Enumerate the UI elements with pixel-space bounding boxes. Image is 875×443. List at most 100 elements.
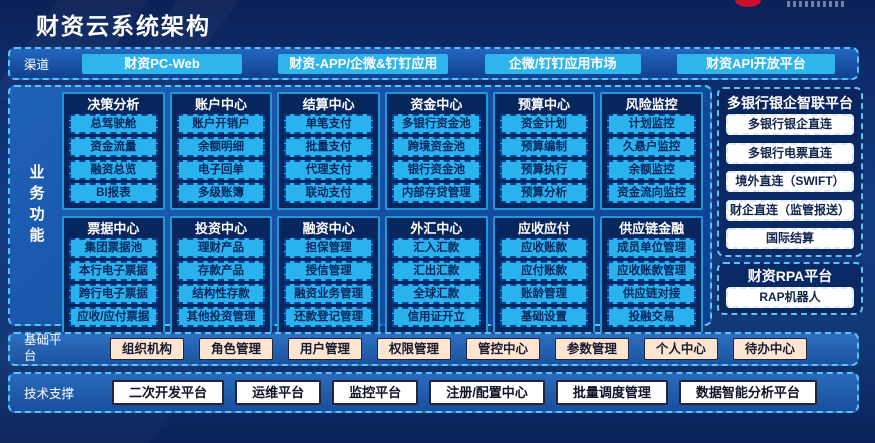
module-card: 外汇中心 汇入汇款汇出汇款全球汇款信用证开立 [384,216,488,334]
module-item-button[interactable]: 集团票据池 [69,238,158,258]
module-item-button[interactable]: 跨境资金池 [391,137,481,157]
base-platform-button[interactable]: 参数管理 [554,338,629,360]
business-functions-area: 业务功能 决策分析 总驾驶舱 资金流量 融资总览 BI报表 账户中心 账户开销户 余额明… [8,85,712,334]
channel-row-label: 渠道 [24,58,50,72]
module-item-button[interactable]: 账龄管理 [499,284,589,304]
module-item-button[interactable]: 余额明细 [176,137,266,157]
module-item-button[interactable]: 资金计划 [499,114,589,134]
module-item-button[interactable]: 总驾驶舱 [69,114,158,134]
module-item-button[interactable]: 预算编制 [499,137,589,157]
module-title: 外汇中心 [410,221,463,236]
module-item-button[interactable]: 资金流量 [69,137,158,157]
base-platform-button[interactable]: 用户管理 [287,338,362,360]
module-item-button[interactable]: 本行电子票据 [69,261,158,281]
channel-button[interactable]: 财资PC-Web [82,53,242,74]
module-item-button[interactable]: 结构性存款 [176,284,266,304]
base-platform-button[interactable]: 管控中心 [465,338,540,360]
rpa-button[interactable]: RAP机器人 [726,287,854,308]
module-item-button[interactable]: 电子回单 [176,160,266,180]
module-card: 资金中心 多银行资金池 跨境资金池 银行资金池 内部存贷管理 [384,92,488,210]
module-item-button[interactable]: 汇出汇款 [391,261,481,281]
channel-button[interactable]: 财资-APP/企微&钉钉应用 [278,53,449,74]
module-title: 风险监控 [625,97,678,112]
module-item-button[interactable]: 担保管理 [284,238,373,258]
module-items: 计划监控久悬户监控余额监控资金流向监控 [607,114,696,203]
base-platform-button[interactable]: 个人中心 [643,338,718,360]
module-card: 投资中心 理财产品 存款产品 结构性存款 其他投资管理 [169,216,273,334]
partner-logo-partial-icon [735,0,761,7]
module-item-button[interactable]: 融资总览 [69,160,158,180]
module-item-button[interactable]: 代理支付 [284,160,373,180]
module-item-button[interactable]: 多银行资金池 [391,114,481,134]
module-item-button[interactable]: 内部存贷管理 [391,183,481,203]
bank-connect-items: 多银行银企直连 多银行电票直连 境外直连（SWIFT） 财企直连（监管报送） 国际结算 [726,114,854,249]
module-item-button[interactable]: 汇入汇款 [391,238,481,258]
module-items: 担保管理授信管理融资业务管理 还款登记管理 [284,238,373,327]
module-item-button[interactable]: 应收/应付票据 [69,307,158,327]
module-item-button[interactable]: 供应链对接 [607,284,696,304]
bank-connect-panel-title: 多银行银企智联平台 [727,95,853,111]
module-item-button[interactable]: 跨行电子票据 [69,284,158,304]
tech-support-button[interactable]: 监控平台 [332,380,419,405]
module-item-button[interactable]: 应收账款 [499,238,589,258]
module-item-button[interactable]: 授信管理 [284,261,373,281]
bank-connect-button[interactable]: 国际结算 [726,228,854,249]
tech-support-button[interactable]: 运维平台 [235,380,322,405]
bank-connect-button[interactable]: 多银行银企直连 [726,114,854,135]
module-item-button[interactable]: 多级账簿 [176,183,266,203]
module-card: 风险监控 计划监控久悬户监控余额监控资金流向监控 [600,92,703,210]
tech-support-button[interactable]: 批量调度管理 [555,380,668,405]
module-item-button[interactable]: 融资业务管理 [284,284,373,304]
module-item-button[interactable]: 成员单位管理 [607,238,696,258]
base-platform-button[interactable]: 角色管理 [198,338,273,360]
module-items: 理财产品存款产品结构性存款其他投资管理 [176,238,266,327]
module-item-button[interactable]: 久悬户监控 [607,137,696,157]
base-platform-button[interactable]: 权限管理 [376,338,451,360]
bank-connect-button[interactable]: 多银行电票直连 [726,142,854,164]
module-items: 总驾驶舱资金流量融资总览 BI报表 [69,114,158,203]
module-item-button[interactable]: 其他投资管理 [176,307,266,327]
bank-connect-button[interactable]: 境外直连（SWIFT） [726,171,854,192]
module-title: 账户中心 [194,97,247,112]
module-title: 票据中心 [87,221,140,236]
module-card: 结算中心 单笔支付 批量支付 代理支付 联动支付 [277,92,380,210]
module-item-button[interactable]: 资金流向监控 [607,183,696,203]
module-item-button[interactable]: 账户开销户 [176,114,266,134]
module-item-button[interactable]: 预算分析 [499,183,589,203]
module-item-button[interactable]: 计划监控 [607,114,696,134]
module-item-button[interactable]: 理财产品 [176,238,266,258]
base-platform-buttons: 组织机构 角色管理 用户管理 权限管理 管控中心 参数管理 个人中心 待办中心 [110,338,807,360]
tech-support-button[interactable]: 二次开发平台 [112,380,225,405]
bank-connect-button[interactable]: 财企直连（监管报送） [726,199,854,221]
module-items: 成员单位管理 应收账款管理 供应链对接投融交易 [607,238,696,327]
module-item-button[interactable]: 单笔支付 [284,114,373,134]
tech-support-label: 技术支撑 [24,387,75,401]
module-item-button[interactable]: BI报表 [69,183,158,203]
module-item-button[interactable]: 投融交易 [607,307,696,327]
module-card: 账户中心 账户开销户余额明细电子回单多级账簿 [169,92,273,210]
channel-button[interactable]: 企微/钉钉应用市场 [484,53,641,74]
module-item-button[interactable]: 联动支付 [284,183,373,203]
module-item-button[interactable]: 应收账款管理 [607,261,696,281]
tech-support-button[interactable]: 注册/配置中心 [429,380,545,405]
module-item-button[interactable]: 基础设置 [499,307,589,327]
tech-support-button[interactable]: 数据智能分析平台 [678,380,817,405]
module-item-button[interactable]: 预算执行 [499,160,589,180]
module-item-button[interactable]: 银行资金池 [391,160,481,180]
base-platform-button[interactable]: 组织机构 [110,338,185,360]
module-item-button[interactable]: 余额监控 [607,160,696,180]
module-item-button[interactable]: 存款产品 [176,261,266,281]
module-item-button[interactable]: 批量支付 [284,137,373,157]
tech-support-buttons: 二次开发平台 运维平台 监控平台 注册/配置中心 批量调度管理 数据智能分析平台 [112,380,817,405]
module-title: 供应链金融 [619,221,685,236]
header: 财资云系统架构 [0,0,875,46]
module-item-button[interactable]: 全球汇款 [391,284,481,304]
module-item-button[interactable]: 应付账款 [499,261,589,281]
base-platform-button[interactable]: 待办中心 [732,338,807,360]
module-item-button[interactable]: 信用证开立 [391,307,481,327]
channel-button[interactable]: 财资API开放平台 [676,53,835,74]
tech-support-row: 技术支撑 二次开发平台 运维平台 监控平台 注册/配置中心 批量调度管理 数据智能分析平台 [8,372,859,413]
module-card: 票据中心 集团票据池本行电子票据 跨行电子票据 应收/应付票据 [62,216,165,334]
module-item-button[interactable]: 还款登记管理 [284,307,373,327]
